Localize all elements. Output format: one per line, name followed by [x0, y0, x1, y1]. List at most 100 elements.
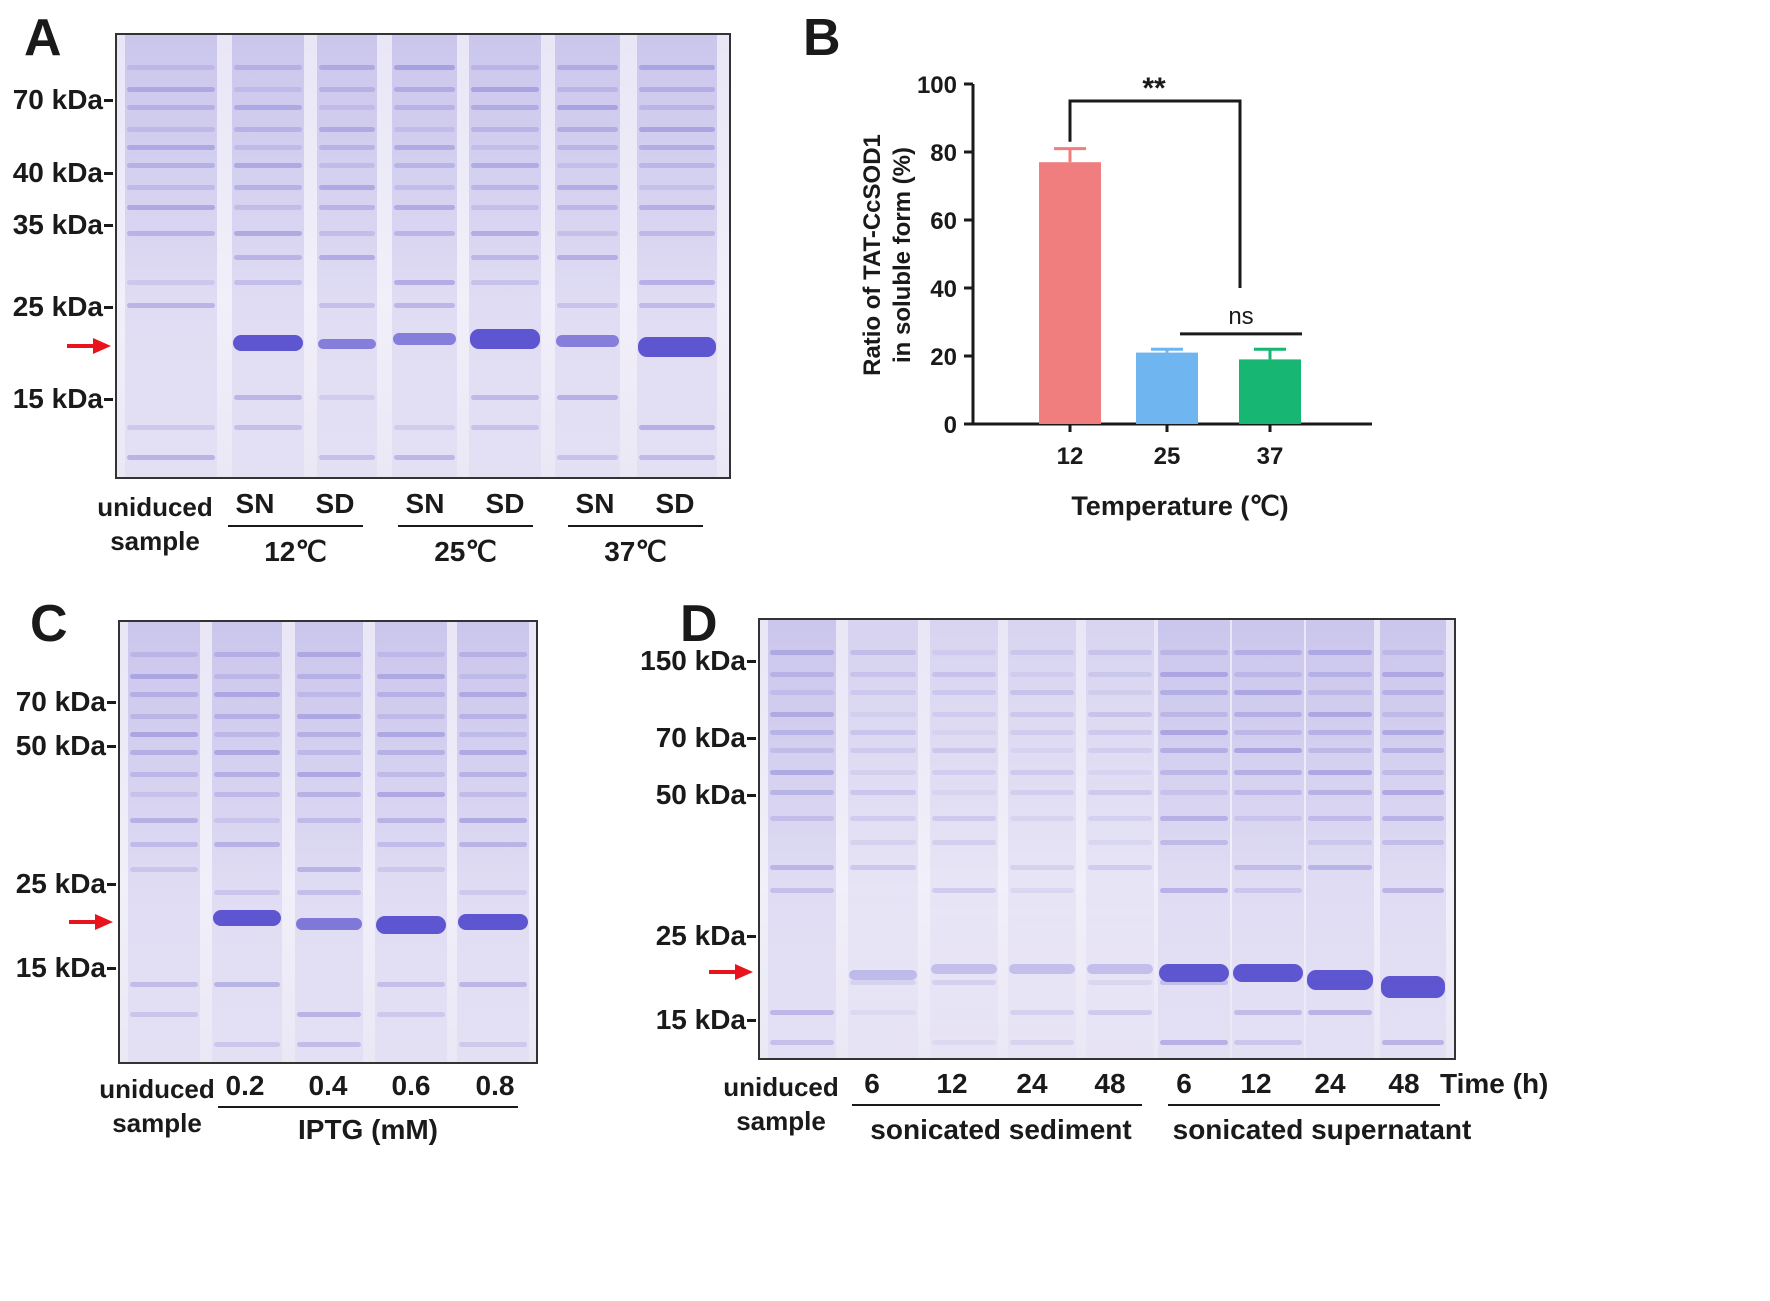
gel-band — [932, 672, 996, 677]
group-label-d-supernatant: sonicated supernatant — [1172, 1114, 1472, 1145]
gel-band — [557, 231, 618, 236]
gel-band — [319, 105, 375, 110]
gel-band — [130, 674, 198, 679]
gel-band — [459, 818, 527, 823]
gel-band — [471, 395, 539, 400]
x-axis-label: Temperature (℃) — [1071, 491, 1288, 521]
gel-band — [319, 87, 375, 92]
group-underline — [1168, 1104, 1440, 1106]
gel-band — [557, 185, 618, 190]
gel-band — [127, 231, 215, 236]
gel-band — [770, 770, 834, 775]
gel-band — [394, 145, 455, 150]
group-label-a-37: 37℃ — [604, 536, 667, 567]
gel-band — [127, 145, 215, 150]
gel-band — [1010, 650, 1074, 655]
gel-band — [214, 714, 280, 719]
gel-band — [394, 303, 455, 308]
gel-a-lane-25-sd — [469, 35, 541, 477]
gel-band — [1010, 1010, 1074, 1015]
gel-band — [1160, 748, 1228, 753]
gel-d-target-band — [1233, 964, 1303, 982]
gel-band — [932, 730, 996, 735]
gel-band — [1234, 712, 1302, 717]
gel-c-target-band — [213, 910, 281, 926]
gel-band — [471, 425, 539, 430]
marker-c-50: 50 kDa — [15, 730, 106, 761]
tick — [107, 883, 116, 886]
gel-band — [377, 732, 445, 737]
uninduced-d-1: uniduced — [723, 1072, 839, 1102]
gel-band — [394, 231, 455, 236]
gel-band — [130, 750, 198, 755]
gel-d-lane-sup-24 — [1306, 620, 1374, 1058]
uninduced-d-2: sample — [736, 1106, 826, 1136]
gel-a-lane-12-sd — [317, 35, 377, 477]
uninduced-c-1: uniduced — [99, 1074, 215, 1104]
marker-d-15: 15 kDa — [655, 1004, 746, 1035]
gel-band — [1234, 748, 1302, 753]
gel-band — [471, 105, 539, 110]
gel-band — [1308, 790, 1372, 795]
gel-band — [1160, 690, 1228, 695]
gel-band — [1382, 816, 1444, 821]
gel-band — [234, 205, 302, 210]
gel-band — [234, 87, 302, 92]
gel-d-lane-sed-6 — [848, 620, 918, 1058]
gel-band — [1382, 790, 1444, 795]
lane-label-d: 6 — [864, 1068, 880, 1099]
gel-d-lane-sup-6 — [1158, 620, 1230, 1058]
gel-band — [850, 840, 916, 845]
gel-band — [471, 255, 539, 260]
gel-band — [1308, 730, 1372, 735]
gel-band — [850, 690, 916, 695]
gel-band — [127, 163, 215, 168]
gel-band — [770, 748, 834, 753]
time-label: Time (h) — [1440, 1068, 1549, 1099]
y-tick-label: 60 — [930, 208, 957, 235]
marker-a-70: 70 kDa — [12, 84, 103, 115]
gel-band — [1010, 790, 1074, 795]
gel-band — [297, 732, 361, 737]
group-label-d-sediment: sonicated sediment — [870, 1114, 1132, 1145]
gel-band — [130, 714, 198, 719]
marker-d-50: 50 kDa — [655, 779, 746, 810]
gel-band — [1088, 1010, 1152, 1015]
gel-band — [377, 792, 445, 797]
gel-band — [639, 425, 715, 430]
gel-d-target-band — [931, 964, 997, 974]
tick — [107, 745, 116, 748]
gel-band — [214, 842, 280, 847]
gel-band — [1160, 770, 1228, 775]
gel-band — [1308, 770, 1372, 775]
gel-band — [297, 818, 361, 823]
gel-band — [214, 1042, 280, 1047]
gel-band — [770, 816, 834, 821]
gel-band — [394, 280, 455, 285]
panel-a-letter: A — [24, 9, 62, 67]
gel-c-lane-02 — [212, 622, 282, 1062]
gel-band — [377, 818, 445, 823]
gel-band — [1234, 1040, 1302, 1045]
gel-c-lane-06 — [375, 622, 447, 1062]
gel-band — [850, 748, 916, 753]
gel-band — [639, 303, 715, 308]
gel-band — [1234, 865, 1302, 870]
gel-band — [394, 127, 455, 132]
y-tick-label: 20 — [930, 344, 957, 371]
gel-band — [234, 255, 302, 260]
gel-band — [850, 712, 916, 717]
gel-band — [130, 982, 198, 987]
gel-band — [557, 145, 618, 150]
gel-band — [932, 712, 996, 717]
gel-band — [459, 772, 527, 777]
gel-band — [214, 750, 280, 755]
gel-a-target-band — [318, 339, 376, 349]
gel-band — [1382, 840, 1444, 845]
gel-band — [1160, 816, 1228, 821]
gel-band — [130, 652, 198, 657]
lane-label-d: 48 — [1094, 1068, 1126, 1099]
gel-band — [770, 650, 834, 655]
gel-band — [459, 732, 527, 737]
lane-label-a: SD — [655, 488, 695, 519]
